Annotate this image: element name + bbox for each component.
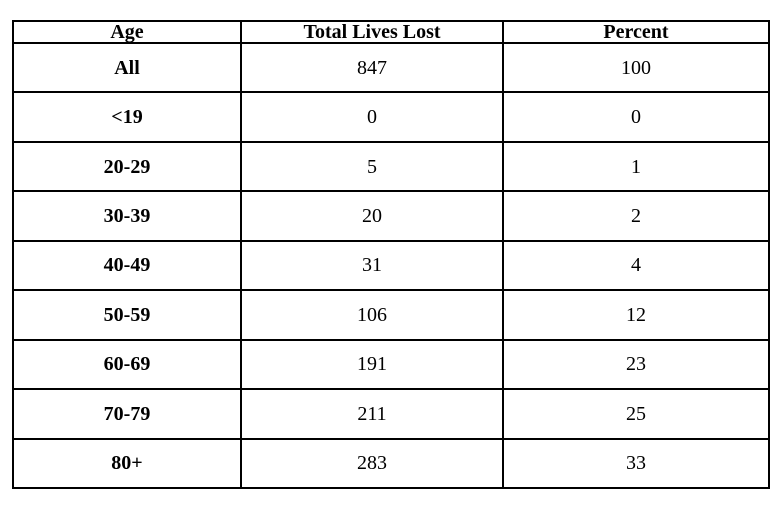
cell-percent: 23 <box>502 338 770 391</box>
table-row: 80+ 283 33 <box>12 437 770 489</box>
cell-total-lives-lost: 20 <box>240 190 504 242</box>
cell-percent: 1 <box>502 140 770 193</box>
table-row: All 847 100 <box>12 41 770 94</box>
cell-total-lives-lost: 191 <box>240 338 504 391</box>
cell-percent: 25 <box>502 388 770 440</box>
cell-total-lives-lost: 5 <box>240 140 504 193</box>
lives-lost-by-age-table: Age Total Lives Lost Percent All 847 100… <box>12 20 770 489</box>
table-row: <19 0 0 <box>12 91 770 143</box>
row-label-all: All <box>12 41 242 94</box>
row-label-under-19: <19 <box>12 91 242 143</box>
row-label-40-49: 40-49 <box>12 239 242 292</box>
row-label-70-79: 70-79 <box>12 388 242 440</box>
cell-percent: 100 <box>502 41 770 94</box>
cell-total-lives-lost: 283 <box>240 437 504 489</box>
cell-total-lives-lost: 31 <box>240 239 504 292</box>
cell-percent: 2 <box>502 190 770 242</box>
column-header-total-lives-lost: Total Lives Lost <box>240 20 504 44</box>
table-header-row: Age Total Lives Lost Percent <box>12 20 770 44</box>
cell-total-lives-lost: 211 <box>240 388 504 440</box>
row-label-60-69: 60-69 <box>12 338 242 391</box>
cell-total-lives-lost: 0 <box>240 91 504 143</box>
row-label-80-plus: 80+ <box>12 437 242 489</box>
table-row: 60-69 191 23 <box>12 338 770 391</box>
cell-percent: 0 <box>502 91 770 143</box>
row-label-50-59: 50-59 <box>12 289 242 341</box>
column-header-percent: Percent <box>502 20 770 44</box>
cell-percent: 4 <box>502 239 770 292</box>
table-row: 20-29 5 1 <box>12 140 770 193</box>
cell-total-lives-lost: 106 <box>240 289 504 341</box>
row-label-20-29: 20-29 <box>12 140 242 193</box>
table-row: 70-79 211 25 <box>12 388 770 440</box>
cell-total-lives-lost: 847 <box>240 41 504 94</box>
cell-percent: 12 <box>502 289 770 341</box>
table-row: 50-59 106 12 <box>12 289 770 341</box>
cell-percent: 33 <box>502 437 770 489</box>
column-header-age: Age <box>12 20 242 44</box>
table-row: 40-49 31 4 <box>12 239 770 292</box>
table-row: 30-39 20 2 <box>12 190 770 242</box>
table-body: All 847 100 <19 0 0 20-29 5 1 30-39 20 2… <box>12 41 770 489</box>
row-label-30-39: 30-39 <box>12 190 242 242</box>
